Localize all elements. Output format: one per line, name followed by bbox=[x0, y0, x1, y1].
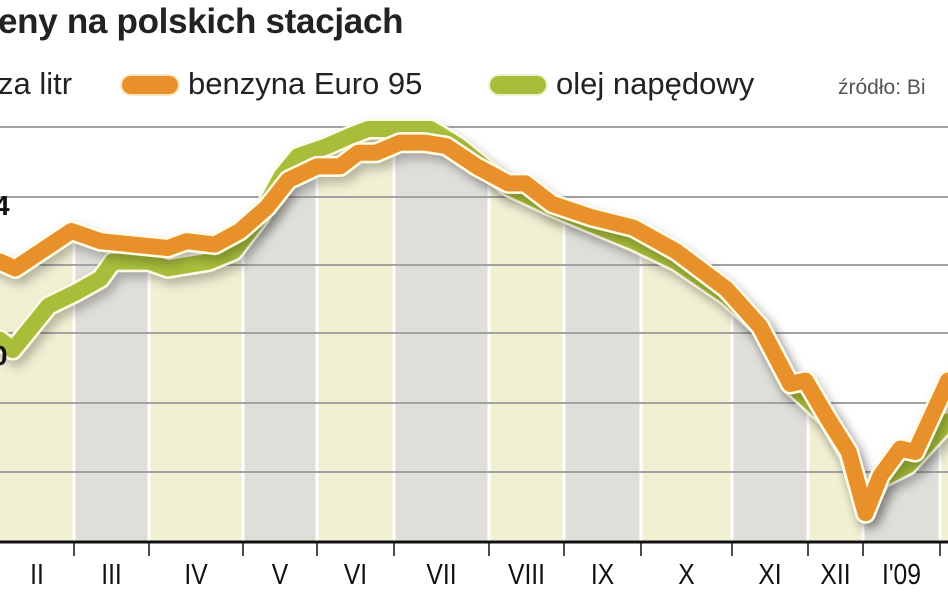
x-tick-label: VII bbox=[426, 558, 456, 590]
month-band bbox=[489, 129, 564, 542]
petrol-line bbox=[0, 134, 948, 522]
month-band bbox=[641, 129, 732, 542]
band-separator bbox=[639, 129, 643, 542]
x-tick-label: V bbox=[272, 558, 288, 590]
x-tick-label: XII bbox=[820, 558, 850, 590]
band-separator bbox=[147, 129, 151, 542]
x-tick-label: II bbox=[30, 558, 44, 590]
x-tick-label: III bbox=[101, 558, 122, 590]
legend-label-petrol: benzyna Euro 95 bbox=[188, 66, 423, 101]
y-tick-label: 0 bbox=[0, 340, 8, 371]
x-tick-label: VI bbox=[344, 558, 367, 590]
legend-swatch-diesel bbox=[490, 76, 546, 94]
band-separator bbox=[72, 129, 76, 542]
band-separator bbox=[938, 129, 942, 542]
x-tick-label: X bbox=[678, 558, 694, 590]
x-tick-label: XI bbox=[758, 558, 781, 590]
source-note: źródło: Bi bbox=[838, 76, 926, 99]
month-band bbox=[149, 129, 243, 542]
band-separator bbox=[562, 129, 566, 542]
x-tick-label: IV bbox=[184, 558, 207, 590]
x-tick-label: I'09 bbox=[882, 558, 921, 590]
y-tick-label: 4 bbox=[0, 190, 10, 221]
petrol-series bbox=[0, 132, 948, 524]
month-band bbox=[564, 129, 641, 542]
band-separator bbox=[315, 129, 319, 542]
month-band bbox=[74, 129, 149, 542]
unit-label: za litr bbox=[0, 66, 73, 101]
x-tick-label: VIII bbox=[508, 558, 545, 590]
band-separator bbox=[806, 129, 810, 542]
chart-title: eny na polskich stacjach bbox=[0, 2, 404, 41]
band-separator bbox=[730, 129, 734, 542]
x-tick-label: IX bbox=[591, 558, 614, 590]
band-separator bbox=[241, 129, 245, 542]
legend-swatch-petrol bbox=[122, 76, 178, 94]
band-separator bbox=[392, 129, 396, 542]
legend-label-diesel: olej napędowy bbox=[556, 66, 755, 101]
band-separator bbox=[487, 129, 491, 542]
